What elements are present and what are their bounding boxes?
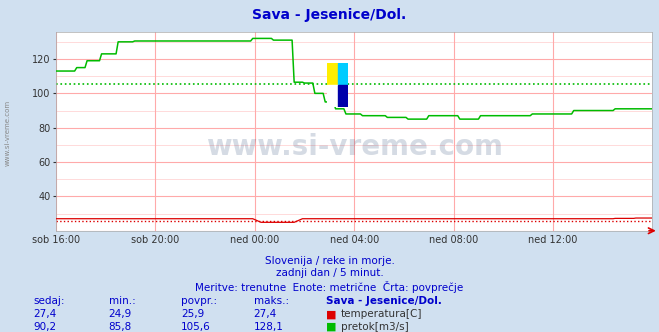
Text: 105,6: 105,6 [181, 322, 211, 332]
Bar [328, 63, 338, 85]
Text: ■: ■ [326, 309, 337, 319]
Text: Meritve: trenutne  Enote: metrične  Črta: povprečje: Meritve: trenutne Enote: metrične Črta: … [195, 281, 464, 293]
Text: sedaj:: sedaj: [33, 296, 65, 306]
Text: 85,8: 85,8 [109, 322, 132, 332]
Text: Sava - Jesenice/Dol.: Sava - Jesenice/Dol. [326, 296, 442, 306]
Text: 27,4: 27,4 [254, 309, 277, 319]
Text: ned 00:00: ned 00:00 [230, 235, 279, 245]
Text: sob 16:00: sob 16:00 [32, 235, 80, 245]
Bar [328, 85, 338, 107]
Text: Sava - Jesenice/Dol.: Sava - Jesenice/Dol. [252, 8, 407, 22]
Text: zadnji dan / 5 minut.: zadnji dan / 5 minut. [275, 268, 384, 278]
Text: min.:: min.: [109, 296, 136, 306]
Text: ned 04:00: ned 04:00 [330, 235, 379, 245]
Bar [338, 85, 349, 107]
Text: pretok[m3/s]: pretok[m3/s] [341, 322, 409, 332]
Text: 90,2: 90,2 [33, 322, 56, 332]
Text: ■: ■ [326, 322, 337, 332]
Bar [338, 63, 349, 85]
Text: povpr.:: povpr.: [181, 296, 217, 306]
Text: 128,1: 128,1 [254, 322, 283, 332]
Text: 25,9: 25,9 [181, 309, 204, 319]
Text: www.si-vreme.com: www.si-vreme.com [206, 133, 503, 161]
Text: ned 08:00: ned 08:00 [429, 235, 478, 245]
Text: sob 20:00: sob 20:00 [131, 235, 179, 245]
Text: maks.:: maks.: [254, 296, 289, 306]
Text: temperatura[C]: temperatura[C] [341, 309, 422, 319]
Text: Slovenija / reke in morje.: Slovenija / reke in morje. [264, 256, 395, 266]
Text: 24,9: 24,9 [109, 309, 132, 319]
Text: 27,4: 27,4 [33, 309, 56, 319]
Text: ned 12:00: ned 12:00 [529, 235, 578, 245]
Text: www.si-vreme.com: www.si-vreme.com [5, 100, 11, 166]
